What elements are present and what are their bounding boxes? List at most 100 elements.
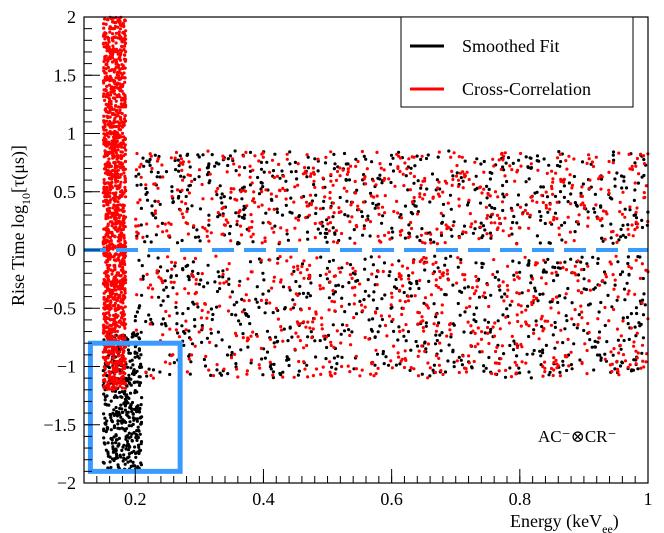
point-smoothed-fit [149,317,153,321]
point-smoothed-fit [339,332,343,336]
point-smoothed-fit [343,213,347,217]
point-cross-correlation [102,328,106,332]
point-cross-correlation [120,371,125,375]
point-smoothed-fit [248,260,253,264]
point-cross-correlation [103,37,107,41]
point-smoothed-fit [292,269,296,273]
point-smoothed-fit [575,326,579,330]
point-smoothed-fit [188,372,192,376]
point-smoothed-fit [560,238,564,242]
point-smoothed-fit [133,350,137,354]
point-cross-correlation [564,268,569,272]
point-cross-correlation [418,192,422,196]
point-cross-correlation [116,203,120,207]
point-cross-correlation [576,279,580,283]
point-cross-correlation [102,312,106,316]
point-cross-correlation [193,344,197,348]
point-smoothed-fit [533,286,537,290]
point-smoothed-fit [293,160,297,164]
point-cross-correlation [259,346,263,350]
point-cross-correlation [189,337,193,341]
point-smoothed-fit [175,311,179,315]
point-cross-correlation [104,54,108,58]
point-smoothed-fit [547,373,551,377]
point-cross-correlation [101,94,106,98]
point-cross-correlation [329,206,333,210]
point-cross-correlation [548,202,552,206]
point-smoothed-fit [134,451,138,455]
point-cross-correlation [492,258,496,262]
point-cross-correlation [444,223,448,227]
point-cross-correlation [523,208,527,213]
point-smoothed-fit [115,438,119,442]
point-smoothed-fit [447,343,451,347]
point-cross-correlation [123,66,127,70]
point-smoothed-fit [593,210,597,214]
point-cross-correlation [573,264,577,268]
point-cross-correlation [111,156,115,160]
point-cross-correlation [421,197,425,201]
point-cross-correlation [105,273,109,277]
point-smoothed-fit [141,156,145,160]
point-cross-correlation [103,162,107,167]
point-smoothed-fit [423,340,427,344]
point-smoothed-fit [145,234,149,238]
point-cross-correlation [108,253,112,257]
point-smoothed-fit [129,383,133,387]
point-cross-correlation [513,179,517,183]
point-cross-correlation [422,261,426,265]
point-cross-correlation [611,229,615,234]
point-cross-correlation [104,346,108,350]
point-cross-correlation [294,331,298,335]
point-smoothed-fit [371,263,375,267]
point-smoothed-fit [126,456,130,460]
point-cross-correlation [120,49,124,53]
point-cross-correlation [478,185,482,189]
point-cross-correlation [123,100,127,105]
point-smoothed-fit [271,311,275,315]
point-cross-correlation [391,317,395,322]
point-smoothed-fit [160,221,164,225]
point-cross-correlation [327,308,331,312]
point-cross-correlation [103,17,107,21]
point-cross-correlation [601,279,605,283]
point-cross-correlation [117,264,122,268]
point-cross-correlation [420,344,424,348]
point-smoothed-fit [138,416,142,420]
point-cross-correlation [122,262,126,266]
point-cross-correlation [257,363,261,367]
x-tick-label: 0.8 [509,489,532,509]
point-smoothed-fit [283,306,287,310]
point-cross-correlation [530,302,534,307]
point-cross-correlation [205,234,209,238]
point-cross-correlation [541,200,545,205]
point-smoothed-fit [493,206,497,211]
point-smoothed-fit [538,349,542,353]
point-smoothed-fit [332,167,336,171]
point-smoothed-fit [354,157,358,161]
point-cross-correlation [387,231,391,235]
point-cross-correlation [114,386,118,390]
point-cross-correlation [485,216,489,220]
point-smoothed-fit [138,448,142,452]
point-smoothed-fit [347,281,351,285]
point-smoothed-fit [117,443,121,447]
point-smoothed-fit [618,364,623,368]
point-smoothed-fit [133,345,137,349]
point-cross-correlation [229,239,233,243]
point-cross-correlation [429,241,433,245]
point-cross-correlation [233,331,238,335]
point-smoothed-fit [171,200,175,205]
point-cross-correlation [477,237,481,241]
point-smoothed-fit [340,266,344,270]
point-smoothed-fit [116,426,120,430]
point-smoothed-fit [275,210,280,214]
y-tick-label: 0.5 [54,182,77,202]
point-cross-correlation [207,239,211,243]
point-smoothed-fit [582,328,586,333]
point-smoothed-fit [128,359,132,363]
point-smoothed-fit [126,460,130,464]
point-cross-correlation [587,153,591,157]
point-cross-correlation [122,117,127,121]
point-cross-correlation [471,182,475,186]
